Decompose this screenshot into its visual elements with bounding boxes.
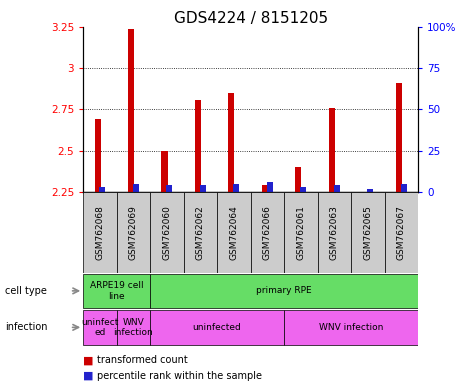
FancyBboxPatch shape: [83, 310, 117, 344]
Bar: [228, 93, 235, 192]
Text: GSM762063: GSM762063: [330, 205, 339, 260]
Bar: [200, 185, 206, 192]
FancyBboxPatch shape: [150, 274, 418, 308]
Bar: [396, 83, 402, 192]
FancyBboxPatch shape: [184, 192, 217, 273]
Bar: [128, 28, 134, 192]
Text: GSM762066: GSM762066: [263, 205, 272, 260]
Text: percentile rank within the sample: percentile rank within the sample: [97, 371, 262, 381]
FancyBboxPatch shape: [251, 192, 284, 273]
FancyBboxPatch shape: [117, 192, 150, 273]
Text: WNV infection: WNV infection: [319, 323, 383, 332]
Bar: [295, 167, 302, 192]
FancyBboxPatch shape: [117, 310, 150, 344]
FancyBboxPatch shape: [284, 192, 317, 273]
Bar: [333, 185, 340, 192]
Bar: [162, 151, 168, 192]
Text: GSM762065: GSM762065: [363, 205, 372, 260]
Text: cell type: cell type: [5, 286, 47, 296]
Text: GSM762064: GSM762064: [229, 205, 238, 260]
Text: GSM762068: GSM762068: [95, 205, 104, 260]
Text: GSM762061: GSM762061: [296, 205, 305, 260]
FancyBboxPatch shape: [385, 192, 418, 273]
Bar: [367, 189, 373, 192]
FancyBboxPatch shape: [150, 192, 184, 273]
Title: GDS4224 / 8151205: GDS4224 / 8151205: [173, 11, 328, 26]
Text: ■: ■: [83, 355, 94, 365]
Bar: [233, 184, 239, 192]
FancyBboxPatch shape: [83, 274, 150, 308]
Text: GSM762060: GSM762060: [162, 205, 171, 260]
Bar: [300, 187, 306, 192]
Bar: [133, 184, 139, 192]
Bar: [329, 108, 335, 192]
Text: uninfected: uninfected: [193, 323, 241, 332]
Bar: [95, 119, 101, 192]
Bar: [99, 187, 105, 192]
Text: GSM762069: GSM762069: [129, 205, 138, 260]
FancyBboxPatch shape: [217, 192, 251, 273]
FancyBboxPatch shape: [284, 310, 418, 344]
FancyBboxPatch shape: [83, 192, 117, 273]
Text: infection: infection: [5, 322, 47, 333]
Bar: [400, 184, 407, 192]
Text: WNV
infection: WNV infection: [114, 318, 153, 337]
FancyBboxPatch shape: [317, 192, 351, 273]
Bar: [266, 182, 273, 192]
FancyBboxPatch shape: [150, 310, 284, 344]
Bar: [195, 99, 201, 192]
Text: GSM762067: GSM762067: [397, 205, 406, 260]
Text: GSM762062: GSM762062: [196, 205, 205, 260]
Text: ARPE19 cell
line: ARPE19 cell line: [90, 281, 143, 301]
Bar: [262, 185, 268, 192]
Text: ■: ■: [83, 371, 94, 381]
Text: uninfect
ed: uninfect ed: [81, 318, 119, 337]
Bar: [166, 185, 172, 192]
Text: primary RPE: primary RPE: [256, 286, 312, 295]
FancyBboxPatch shape: [351, 192, 385, 273]
Text: transformed count: transformed count: [97, 355, 188, 365]
